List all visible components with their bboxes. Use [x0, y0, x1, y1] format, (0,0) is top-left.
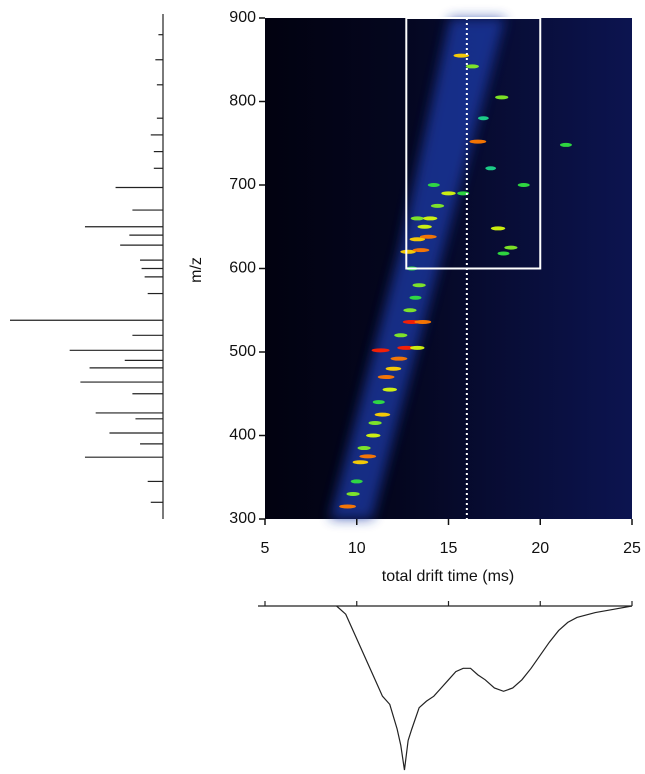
ion-spot [465, 64, 479, 69]
x-tick-label: 25 [623, 540, 641, 557]
ion-spot [385, 366, 402, 371]
ion-spot [403, 308, 417, 313]
ion-spot [368, 420, 382, 425]
ion-spot [382, 387, 397, 392]
x-tick-label: 15 [440, 540, 458, 557]
ion-spot [430, 203, 445, 208]
y-tick-label: 900 [229, 9, 256, 26]
ion-spot [357, 446, 371, 451]
ion-spot [400, 249, 416, 254]
ion-spot [504, 245, 518, 250]
y-tick-label: 500 [229, 343, 256, 360]
ion-spot [346, 491, 360, 496]
ion-spot [412, 283, 426, 288]
ion-spot [374, 412, 391, 417]
x-axis-label: total drift time (ms) [382, 568, 514, 585]
ion-spot [419, 234, 437, 239]
y-tick-label: 600 [229, 260, 256, 277]
ion-spot [485, 166, 497, 171]
ion-spot [372, 400, 385, 405]
ion-spot [366, 433, 381, 438]
x-tick-label: 10 [348, 540, 366, 557]
ion-spot [410, 216, 424, 221]
drift-profile [336, 605, 633, 771]
x-tick-label: 20 [531, 540, 549, 557]
y-axis-label: m/z [188, 257, 205, 283]
y-tick-label: 400 [229, 427, 256, 444]
ion-spot [409, 295, 422, 300]
y-tick-label: 300 [229, 510, 256, 527]
y-tick-label: 800 [229, 93, 256, 110]
ion-spot [517, 183, 530, 187]
ion-spot [409, 237, 426, 242]
ion-spot [414, 319, 432, 324]
ion-spot [441, 191, 456, 196]
ion-spot [477, 116, 489, 121]
x-tick-label: 5 [261, 540, 270, 557]
ion-spot [559, 142, 572, 147]
ion-spot [495, 95, 509, 100]
ion-spot [377, 375, 395, 380]
ion-spot [390, 356, 408, 361]
selection-box [405, 17, 542, 270]
ion-spot [394, 333, 408, 338]
ion-spot [359, 454, 377, 459]
ion-spot [469, 139, 487, 144]
ion-spot [497, 251, 510, 256]
ion-spot [417, 224, 432, 229]
ion-spot [412, 248, 430, 253]
ion-spot [453, 53, 470, 58]
ion-spot [490, 226, 506, 231]
ion-spot [371, 348, 390, 353]
ion-spot [339, 504, 356, 509]
ion-spot [410, 345, 425, 350]
y-tick-label: 700 [229, 176, 256, 193]
ion-spot [422, 216, 438, 221]
ion-spot [397, 345, 416, 350]
ion-spot [352, 460, 369, 465]
ion-spot [350, 479, 363, 484]
ion-spot [427, 183, 440, 187]
